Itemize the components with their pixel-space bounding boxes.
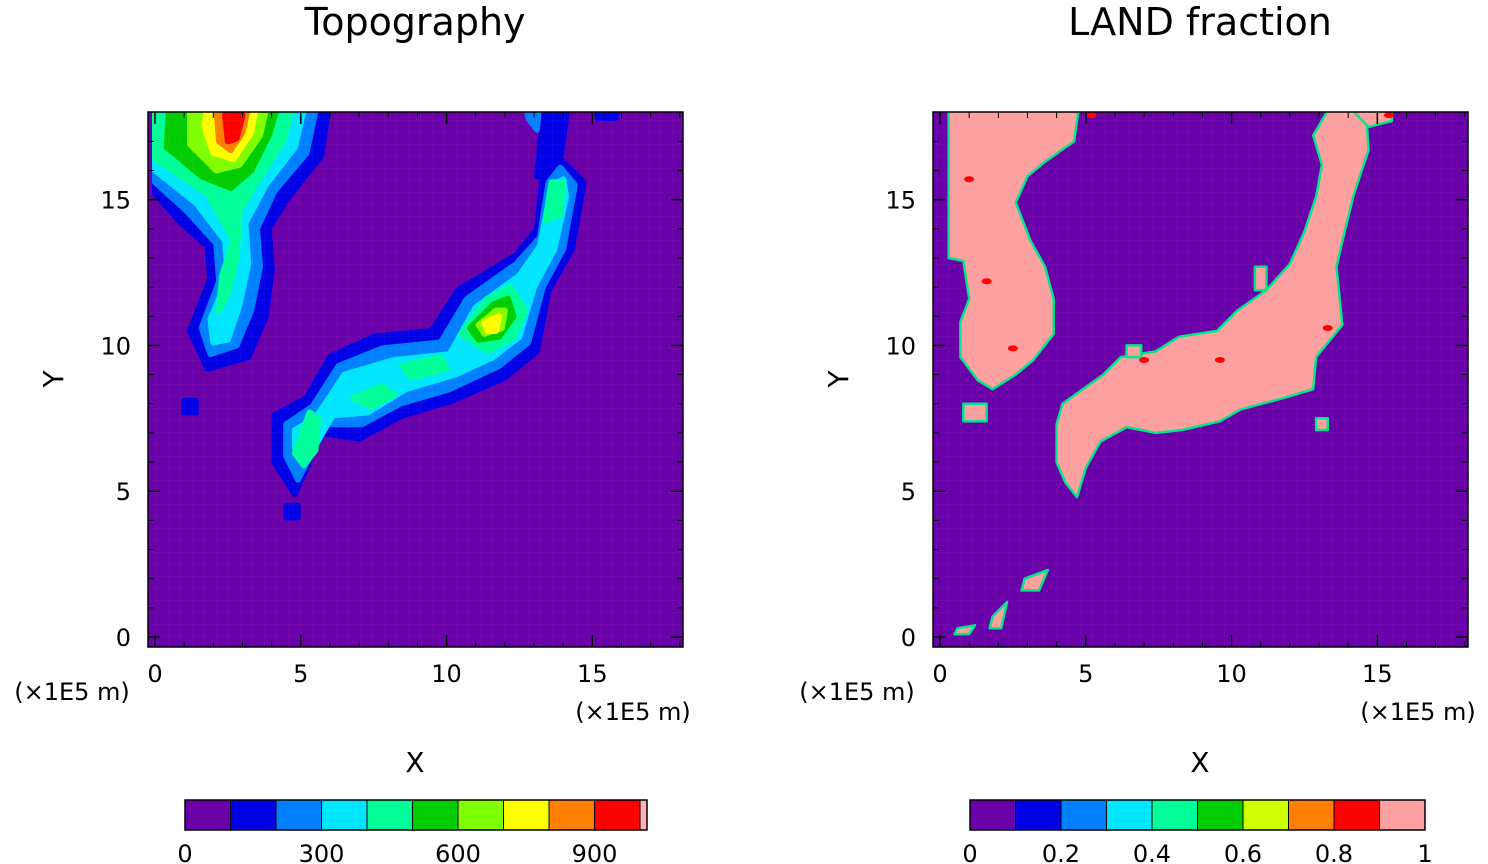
land-fraction-colorbar-swatch [1015,799,1062,831]
topography-x-unit: (×1E5 m) [575,698,691,726]
land-fraction-axes: 00 5 5 10 10 15 15 [885,111,1468,688]
topography-y-tick-label: 5 [116,478,131,506]
land-fraction-colorbar-swatch [1288,799,1335,831]
land-fraction-x-unit: (×1E5 m) [1360,698,1476,726]
land-fraction-colorbar-swatch [1151,799,1198,831]
topography-colorbar-swatch [594,799,641,831]
topography-x-tick-label: 10 [431,660,462,688]
land-fraction-colorbar-swatch [1379,799,1426,831]
land-fraction-x-tick-label: 10 [1216,660,1247,688]
land-fraction-y-tick-label: 15 [885,187,916,215]
land-fraction-y-tick-label: 0 [901,624,916,652]
topography-colorbar-swatch [366,799,413,831]
topography-y-unit: (×1E5 m) [14,678,130,706]
land-fraction-colorbar-label: 0.8 [1315,840,1353,864]
land-fraction-colorbar-swatch [1333,799,1380,831]
land-fraction-colorbar-frame [969,799,1426,831]
land-fraction-colorbar-swatch [1197,799,1244,831]
land-fraction-colorbar-label: 0.2 [1042,840,1080,864]
topography-colorbar-swatch [457,799,504,831]
land-fraction-colorbar-label: 0.4 [1133,840,1171,864]
land-fraction-colorbar-swatch [969,799,1016,831]
topography-colorbar-label: 600 [435,840,481,864]
topography-colorbar-label: 900 [572,840,618,864]
topography-colorbar-frame [184,799,648,831]
land-fraction-y-unit: (×1E5 m) [799,678,915,706]
topography-axes: 00 5 5 10 10 15 15 [100,111,683,688]
land-fraction-y-tick-label: 10 [885,332,916,360]
land-fraction-colorbar-swatch [1242,799,1289,831]
topography-x-tick-label: 0 [147,660,162,688]
land-fraction-colorbar-swatch [1106,799,1153,831]
land-fraction-colorbar: 0 0.2 0.4 0.6 0.8 1 [962,799,1433,864]
land-fraction-x-tick-label: 5 [1078,660,1093,688]
land-fraction-colorbar-label: 0.6 [1224,840,1262,864]
topography-colorbar-swatch [639,799,648,831]
topography-y-label: Y [37,370,70,389]
land-fraction-field [933,112,1468,647]
topography-x-tick-label: 5 [293,660,308,688]
topography-colorbar-swatch [412,799,459,831]
topography-colorbar-label: 0 [177,840,192,864]
topography-colorbar-swatch [548,799,595,831]
topography-y-tick-label: 0 [116,624,131,652]
land-fraction-x-tick-label: 0 [932,660,947,688]
topography-colorbar-label: 300 [299,840,345,864]
topography-colorbar-swatch [230,799,277,831]
topography-title: Topography [303,0,525,44]
topography-x-label: X [405,746,424,779]
land-fraction-x-label: X [1190,746,1209,779]
topography-colorbar-swatch [184,799,231,831]
land-fraction-frame [932,111,1469,648]
topography-y-tick-label: 10 [100,332,131,360]
topography-x-tick-label: 15 [577,660,608,688]
topography-colorbar-swatch [321,799,368,831]
topography-colorbar-swatch [275,799,322,831]
land-fraction-y-tick-label: 5 [901,478,916,506]
land-fraction-colorbar-label: 1 [1417,840,1432,864]
topography-colorbar: 0 300 600 900 [177,799,648,864]
land-fraction-y-label: Y [822,370,855,389]
topography-y-tick-label: 15 [100,187,131,215]
topography-field [148,112,683,647]
land-fraction-title: LAND fraction [1068,0,1332,44]
land-fraction-x-tick-label: 15 [1362,660,1393,688]
topography-frame [147,111,684,648]
topography-colorbar-swatch [503,799,550,831]
land-fraction-colorbar-label: 0 [962,840,977,864]
land-fraction-colorbar-swatch [1060,799,1107,831]
